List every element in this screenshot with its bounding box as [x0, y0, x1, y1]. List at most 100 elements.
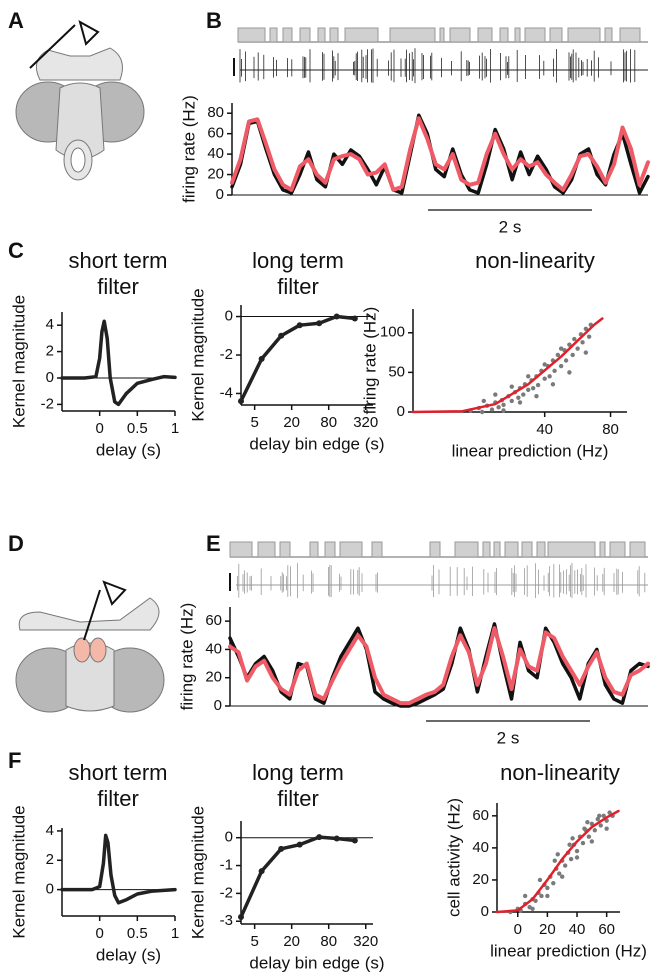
- scatter-point: [479, 409, 485, 415]
- stimulus-pulse: [429, 541, 441, 558]
- x-tick-label: 80: [320, 933, 337, 950]
- stimulus-pulse: [439, 27, 445, 43]
- scatter-point: [542, 362, 547, 367]
- y-tick-label: 4: [46, 822, 54, 839]
- fit-curve: [495, 809, 620, 914]
- scatter-point: [585, 820, 590, 825]
- scatter-point: [555, 852, 560, 857]
- scatter-point: [545, 893, 550, 899]
- stimulus-pulse: [536, 541, 546, 558]
- series-line: [228, 622, 650, 708]
- scatter-point: [597, 813, 602, 819]
- stimulus-pulse: [547, 541, 596, 558]
- scatter-point: [557, 871, 562, 876]
- scatter-point: [537, 877, 543, 883]
- scatter-point: [496, 405, 501, 410]
- marker: [333, 835, 340, 842]
- x-tick-label: 320: [353, 933, 378, 950]
- scatter-point: [552, 858, 557, 863]
- marker: [296, 322, 303, 329]
- y-tick-label: 2: [46, 343, 54, 360]
- y-tick-label: 60: [472, 807, 489, 824]
- fit-curve: [411, 317, 604, 414]
- scatter-point: [607, 810, 612, 815]
- scatter-point: [501, 402, 506, 408]
- x-tick-label: 1: [171, 420, 179, 437]
- y-tick-label: 0: [46, 369, 54, 386]
- series-line: [60, 319, 177, 407]
- y-axis-label: Kernel magnitude: [188, 288, 207, 421]
- scatter-point: [526, 387, 531, 393]
- x-tick-label: 0: [95, 925, 103, 942]
- x-axis-label: delay bin edge (s): [249, 953, 384, 972]
- y-axis-label: Kernel magnitude: [9, 805, 28, 938]
- stimulus-pulse: [269, 27, 278, 43]
- stimulus-pulse: [514, 27, 521, 43]
- x-tick-label: 0.5: [127, 420, 148, 437]
- stimulus-pulse: [257, 541, 276, 558]
- y-tick-label: 20: [472, 871, 489, 888]
- chart-title: short term filter: [68, 248, 168, 299]
- marker: [238, 914, 244, 921]
- scatter-point: [562, 863, 568, 868]
- x-tick-label: 40: [569, 921, 586, 938]
- scatter-point: [580, 840, 586, 846]
- y-tick-label: 0: [216, 186, 224, 203]
- scatter-point: [530, 386, 536, 391]
- x-axis-label: delay bin edge (s): [249, 434, 384, 453]
- scatter-point: [592, 828, 598, 833]
- x-tick-label: 60: [598, 921, 615, 938]
- scale-bar-label: 2 s: [499, 217, 522, 236]
- y-tick-label: 60: [205, 612, 222, 629]
- marker: [316, 320, 323, 327]
- scatter-point: [558, 363, 564, 369]
- scatter-point: [501, 408, 506, 413]
- scatter-point: [516, 395, 521, 400]
- y-tick-label: 0: [46, 881, 54, 898]
- x-tick-label: 320: [353, 414, 378, 431]
- scatter-point: [601, 813, 606, 819]
- scatter-point: [575, 346, 580, 351]
- y-tick-label: 40: [472, 839, 489, 856]
- stimulus-pulse: [371, 541, 383, 558]
- y-tick-label: 50: [388, 363, 405, 380]
- scatter-point: [509, 384, 514, 389]
- scatter-point: [589, 839, 595, 844]
- scatter-point: [567, 342, 572, 347]
- stimulus-pulse: [567, 27, 601, 43]
- x-tick-label: 20: [283, 414, 300, 431]
- stimulus-pulse: [449, 27, 471, 43]
- x-tick-label: 0: [514, 921, 522, 938]
- x-axis-label: delay (s): [96, 440, 161, 459]
- scatter-point: [493, 392, 498, 397]
- scatter-point: [567, 370, 572, 375]
- y-tick-label: 60: [207, 125, 224, 142]
- series-line: [239, 835, 357, 919]
- x-tick-label: 0.5: [127, 925, 148, 942]
- x-axis-label: linear prediction (Hz): [452, 441, 609, 460]
- stimulus-pulse: [344, 27, 379, 43]
- scatter-point: [521, 392, 526, 397]
- preparation-drawing-d: [15, 580, 165, 713]
- y-tick-label: -3: [220, 912, 233, 929]
- scatter-point: [586, 334, 592, 339]
- x-tick-label: 1: [171, 925, 179, 942]
- marker: [258, 355, 265, 362]
- stimulus-pulse: [477, 27, 493, 43]
- stimulus-pulse: [599, 541, 606, 558]
- marker: [296, 841, 303, 848]
- scatter-point: [550, 382, 556, 387]
- scatter-point: [539, 893, 544, 899]
- stimulus-pulse: [604, 27, 613, 43]
- series-line: [239, 314, 357, 403]
- stimulus-pulse: [389, 27, 436, 43]
- scatter-point: [547, 374, 552, 379]
- x-tick-label: 80: [320, 414, 337, 431]
- stimulus-pulse: [609, 541, 626, 558]
- x-tick-label: 20: [283, 933, 300, 950]
- stimulus-pulse: [619, 27, 641, 43]
- stimulus-pulse: [629, 541, 646, 558]
- scatter-point: [567, 842, 572, 847]
- y-tick-label: 0: [225, 829, 233, 846]
